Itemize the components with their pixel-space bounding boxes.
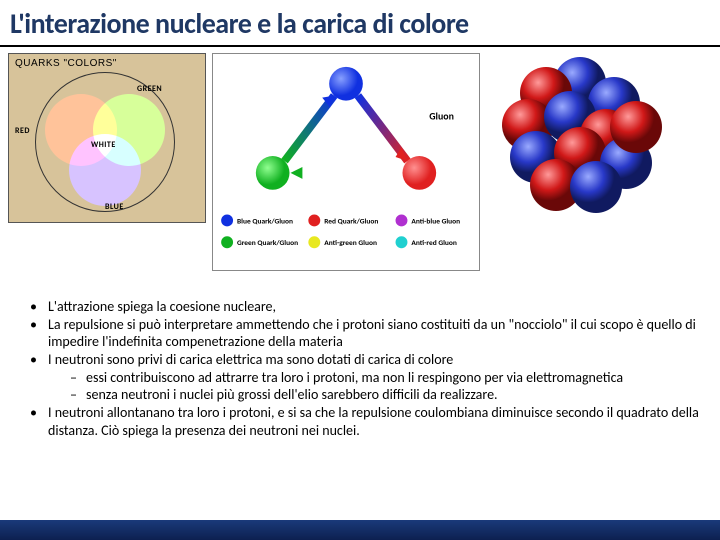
label-green: GREEN [137,84,162,94]
bullet-item: I neutroni sono privi di carica elettric… [30,351,704,403]
legend-dot [396,215,408,227]
footer-bar [0,520,720,540]
legend-label: Green Quark/Gluon [237,238,298,247]
legend-label: Anti-green Gluon [324,238,377,247]
legend-dot [221,236,233,248]
slide-title: L'interazione nucleare e la carica di co… [0,0,720,47]
legend-label: Red Quark/Gluon [324,216,378,225]
figures-row: QUARKS "COLORS" RED GREEN BLUE WHITE [0,47,720,275]
legend-dot [308,215,320,227]
figure-gluon-triangle: Gluon Blue Quark/Gluon Red Quark/Gluon Ant… [212,53,480,271]
label-red: RED [15,126,30,136]
figure-rgb-venn: QUARKS "COLORS" RED GREEN BLUE WHITE [8,53,206,223]
bullet-item: La repulsione si può interpretare ammett… [30,316,704,350]
bullet-item: L'attrazione spiega la coesione nucleare… [30,298,704,315]
label-blue: BLUE [105,202,124,212]
bullet-content: L'attrazione spiega la coesione nucleare… [0,298,720,440]
nucleon-cluster [502,57,662,213]
proton-ball [610,101,662,153]
figure-nucleus [486,53,674,223]
gluon-arrows [285,96,408,179]
quark-green [256,156,290,190]
bullet-item: I neutroni allontanano tra loro i proton… [30,404,704,438]
legend-dot [308,236,320,248]
sub-bullet-item: senza neutroni i nuclei più grossi dell'… [70,386,704,403]
legend-dot [396,236,408,248]
quark-blue [329,67,363,101]
legend-dot [221,215,233,227]
label-white: WHITE [91,140,116,150]
gluon-label: Gluon [429,110,454,122]
legend-label: Anti-red Gluon [411,238,457,247]
fig2-legend: Blue Quark/Gluon Red Quark/Gluon Anti-blue… [221,215,460,249]
sub-bullet-item: essi contribuiscono ad attrarre tra loro… [70,369,704,386]
legend-label: Blue Quark/Gluon [237,216,293,225]
legend-label: Anti-blue Gluon [411,216,460,225]
neutron-ball [570,161,622,213]
fig1-header: QUARKS "COLORS" [15,58,117,69]
quark-red [402,156,436,190]
